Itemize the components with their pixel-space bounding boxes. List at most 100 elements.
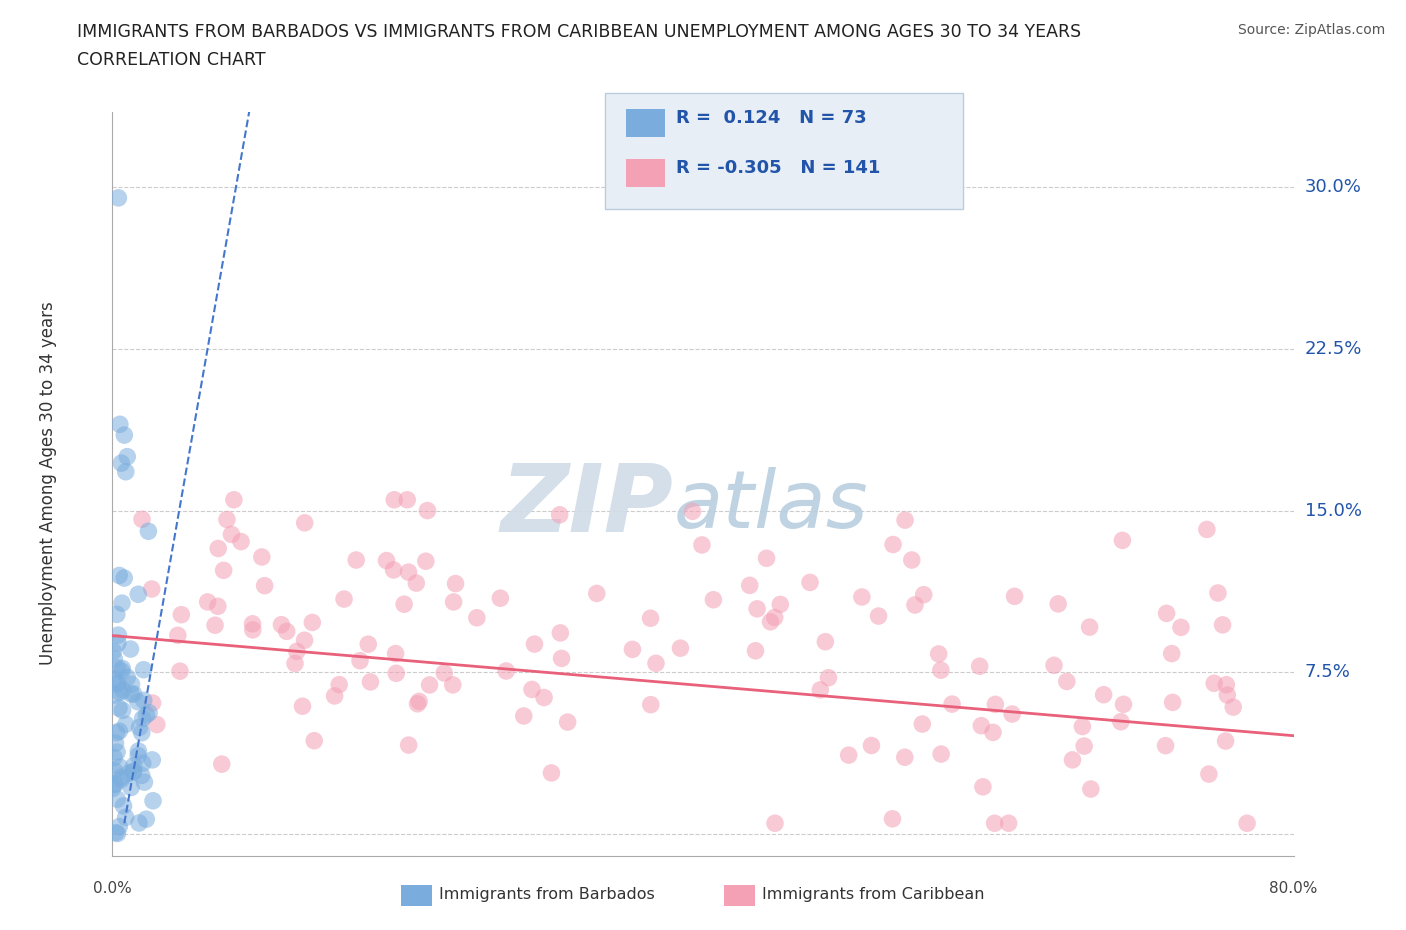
Point (408, 694, 430, 709)
Point (117, 670, 139, 684)
Point (142, 793, 165, 808)
Point (134, 775, 156, 790)
Point (405, 576, 427, 591)
Point (284, 656, 307, 671)
Point (127, 744, 149, 759)
Text: 80.0%: 80.0% (1270, 881, 1317, 896)
Point (103, 777, 125, 791)
Point (105, 725, 128, 740)
Point (904, 598, 927, 613)
Point (1047, 596, 1070, 611)
Point (333, 591, 356, 606)
Point (489, 591, 512, 605)
Point (110, 770, 132, 785)
Point (127, 587, 149, 602)
Point (276, 624, 298, 639)
Point (465, 610, 488, 625)
Point (763, 610, 786, 625)
Point (120, 642, 142, 657)
Point (1160, 646, 1182, 661)
Point (105, 791, 128, 806)
Point (104, 671, 127, 686)
Point (121, 677, 143, 692)
Point (984, 697, 1007, 711)
Point (1112, 697, 1135, 711)
Point (1215, 677, 1237, 692)
Point (860, 738, 883, 753)
Point (702, 592, 724, 607)
Point (114, 810, 136, 825)
Point (929, 663, 952, 678)
Point (127, 695, 149, 710)
Point (851, 590, 873, 604)
Point (1204, 676, 1226, 691)
Point (690, 538, 713, 552)
Text: 30.0%: 30.0% (1305, 178, 1361, 196)
Point (1080, 781, 1102, 796)
Point (1216, 687, 1239, 702)
Point (1170, 620, 1192, 635)
Point (1092, 687, 1115, 702)
Point (894, 750, 917, 764)
Point (357, 637, 380, 652)
Point (122, 686, 145, 701)
Point (997, 816, 1019, 830)
Point (135, 812, 157, 827)
Point (419, 677, 441, 692)
Text: Immigrants from Caribbean: Immigrants from Caribbean (762, 887, 984, 902)
Point (117, 766, 139, 781)
Point (738, 578, 761, 592)
Point (105, 677, 128, 692)
Point (222, 492, 245, 507)
Point (344, 552, 367, 567)
Point (1206, 586, 1229, 601)
Point (105, 607, 128, 622)
Point (928, 646, 950, 661)
Point (970, 718, 993, 733)
Point (1078, 619, 1101, 634)
Point (1198, 766, 1220, 781)
Point (122, 764, 145, 779)
Point (128, 816, 150, 830)
Point (141, 581, 163, 596)
Point (108, 568, 131, 583)
Point (285, 644, 308, 658)
Text: 7.5%: 7.5% (1305, 663, 1351, 682)
Point (585, 586, 607, 601)
Point (114, 717, 136, 732)
Point (120, 686, 142, 701)
Point (128, 720, 150, 735)
Point (131, 711, 153, 726)
Point (142, 696, 165, 711)
Point (103, 764, 125, 778)
Point (108, 417, 131, 432)
Point (104, 736, 127, 751)
Point (621, 642, 644, 657)
Point (270, 618, 292, 632)
Point (242, 617, 264, 631)
Point (105, 745, 128, 760)
Point (127, 749, 149, 764)
Point (112, 571, 135, 586)
Text: CORRELATION CHART: CORRELATION CHART (77, 51, 266, 69)
Point (359, 674, 381, 689)
Point (135, 708, 157, 723)
Point (645, 656, 668, 671)
Point (120, 780, 142, 795)
Point (111, 703, 134, 718)
Point (495, 663, 517, 678)
Point (146, 717, 169, 732)
Point (294, 515, 316, 530)
Point (114, 464, 136, 479)
Point (441, 677, 464, 692)
Point (131, 725, 153, 740)
Point (169, 664, 191, 679)
Point (349, 653, 371, 668)
Point (759, 615, 782, 630)
Point (138, 524, 160, 538)
Point (550, 651, 572, 666)
Point (112, 799, 135, 814)
Point (132, 756, 155, 771)
Point (868, 608, 890, 623)
Point (640, 611, 662, 626)
